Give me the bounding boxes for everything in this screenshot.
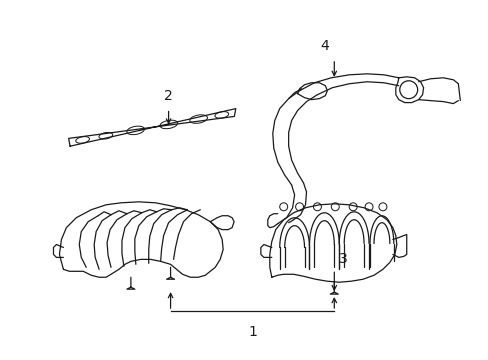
- Text: 1: 1: [247, 325, 256, 339]
- Text: 2: 2: [164, 89, 173, 103]
- Text: 4: 4: [320, 39, 328, 53]
- Text: 3: 3: [339, 252, 347, 266]
